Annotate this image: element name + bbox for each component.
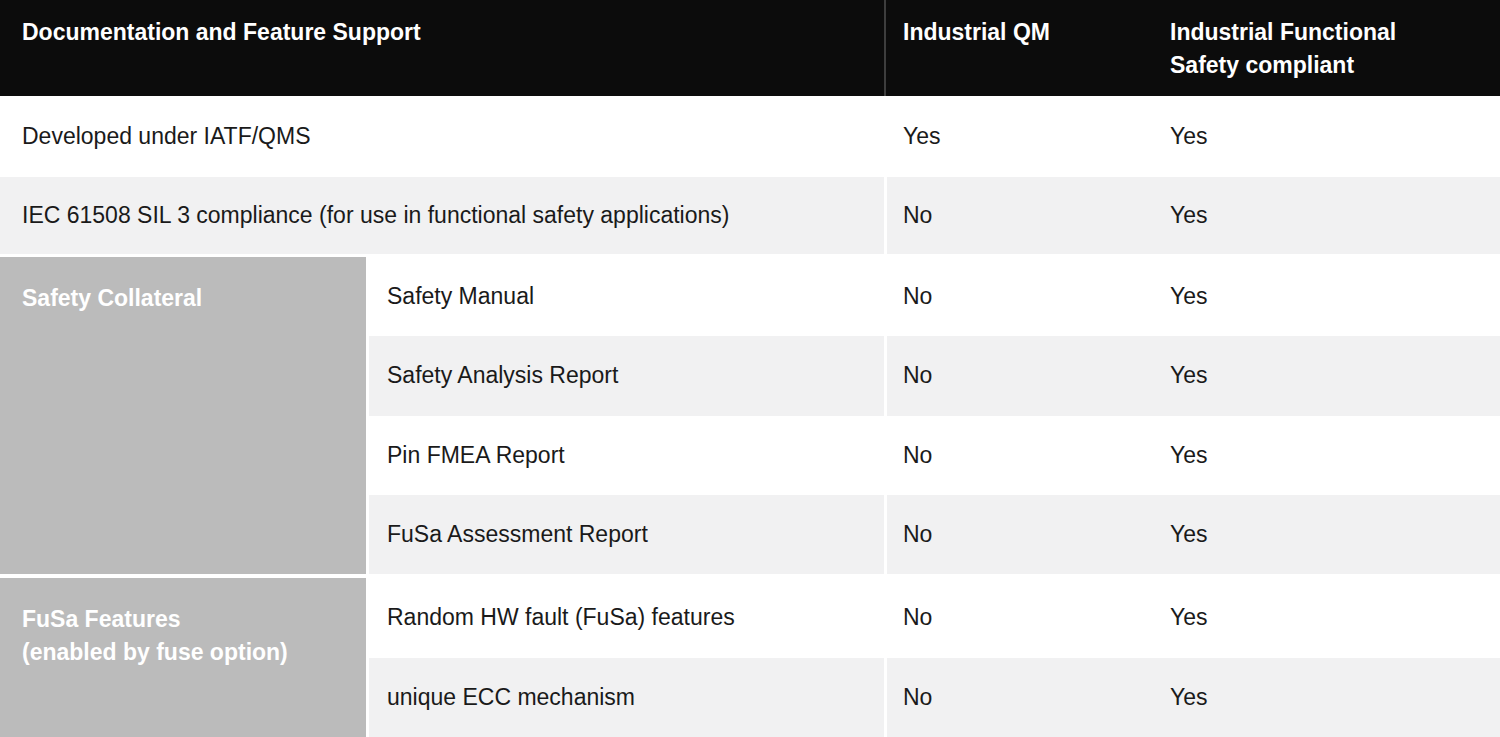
industrial-qm-value: Yes [884, 96, 1151, 177]
section-label: FuSa Features (enabled by fuse option) [0, 578, 366, 737]
industrial-qm-value: No [884, 416, 1151, 495]
table-header-row: Documentation and Feature Support Indust… [0, 0, 1500, 96]
section-safety-collateral: Safety Collateral Safety Manual No Yes S… [0, 257, 1500, 574]
feature-cell: Developed under IATF/QMS [0, 96, 884, 177]
feature-cell: Safety Analysis Report [366, 336, 884, 415]
feature-cell: Random HW fault (FuSa) features [366, 578, 884, 658]
industrial-qm-value: No [884, 336, 1151, 415]
industrial-fusa-value: Yes [1151, 177, 1500, 254]
feature-cell: unique ECC mechanism [366, 658, 884, 737]
table-row: Developed under IATF/QMS Yes Yes [0, 96, 1500, 177]
industrial-fusa-value: Yes [1151, 257, 1500, 336]
table-row: Pin FMEA Report No Yes [366, 416, 1500, 495]
section-label: Safety Collateral [0, 257, 366, 574]
industrial-qm-value: No [884, 495, 1151, 574]
feature-cell: FuSa Assessment Report [366, 495, 884, 574]
industrial-fusa-value: Yes [1151, 336, 1500, 415]
feature-cell: Pin FMEA Report [366, 416, 884, 495]
feature-support-table: Documentation and Feature Support Indust… [0, 0, 1500, 737]
header-industrial-fusa-column: Industrial Functional Safety compliant [1151, 0, 1500, 96]
header-industrial-qm-column: Industrial QM [884, 0, 1151, 96]
feature-cell: Safety Manual [366, 257, 884, 336]
industrial-fusa-value: Yes [1151, 495, 1500, 574]
table-row: Safety Analysis Report No Yes [366, 336, 1500, 415]
table-row: unique ECC mechanism No Yes [366, 658, 1500, 737]
industrial-fusa-value: Yes [1151, 96, 1500, 177]
header-feature-column: Documentation and Feature Support [0, 0, 884, 96]
table-row: Safety Manual No Yes [366, 257, 1500, 336]
industrial-qm-value: No [884, 658, 1151, 737]
table-row: Random HW fault (FuSa) features No Yes [366, 578, 1500, 658]
industrial-fusa-value: Yes [1151, 658, 1500, 737]
industrial-fusa-value: Yes [1151, 578, 1500, 658]
section-fusa-features: FuSa Features (enabled by fuse option) R… [0, 578, 1500, 737]
feature-cell: IEC 61508 SIL 3 compliance (for use in f… [0, 177, 884, 254]
table-row: FuSa Assessment Report No Yes [366, 495, 1500, 574]
industrial-qm-value: No [884, 578, 1151, 658]
industrial-fusa-value: Yes [1151, 416, 1500, 495]
industrial-qm-value: No [884, 177, 1151, 254]
industrial-qm-value: No [884, 257, 1151, 336]
table-row: IEC 61508 SIL 3 compliance (for use in f… [0, 177, 1500, 254]
